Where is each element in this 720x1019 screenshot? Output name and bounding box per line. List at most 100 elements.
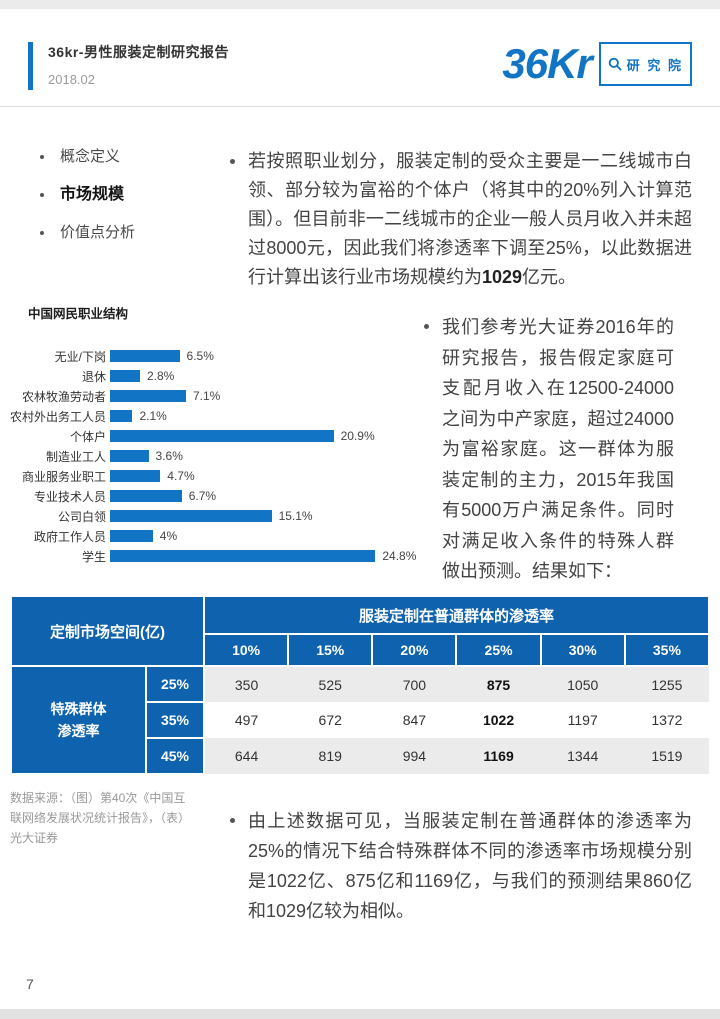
table-cell: 350 bbox=[204, 666, 289, 702]
table-cell: 1022 bbox=[456, 702, 541, 738]
table-cell: 1255 bbox=[624, 666, 709, 702]
sidebar-item-2[interactable]: 市场规模 bbox=[40, 184, 135, 205]
sidebar-item-label: 价值点分析 bbox=[60, 224, 136, 241]
table-corner-header: 定制市场空间(亿) bbox=[10, 595, 205, 667]
highlight-number: 1029 bbox=[482, 267, 523, 287]
sidebar-item-3[interactable]: 价值点分析 bbox=[40, 222, 135, 243]
chart-value-label: 4% bbox=[159, 529, 178, 543]
chart-bar bbox=[110, 510, 272, 522]
table-cell: 1197 bbox=[540, 702, 625, 738]
chart-value-label: 24.8% bbox=[382, 549, 417, 563]
chart-category-label: 农林牧渔劳动者 bbox=[21, 389, 106, 404]
chart-category-label: 政府工作人员 bbox=[33, 529, 106, 544]
paragraph-text: 我们参考光大证券2016年的研究报告，报告假定家庭可支配月收入在12500-24… bbox=[442, 317, 674, 581]
table-cell: 994 bbox=[372, 738, 457, 774]
chart-row: 农村外出务工人员 2.1% bbox=[6, 406, 418, 426]
chart-bar bbox=[110, 430, 334, 442]
header-divider bbox=[0, 106, 720, 107]
logo-badge-label: 研 究 院 bbox=[626, 57, 683, 73]
paragraph-segment: 若按照职业划分，服装定制的受众主要是一二线城市白领、部分较为富裕的个体户（将其中… bbox=[248, 151, 692, 287]
chart-row: 政府工作人员 4% bbox=[6, 526, 418, 546]
bullet-icon bbox=[230, 818, 235, 823]
paragraph-text: 若按照职业划分，服装定制的受众主要是一二线城市白领、部分较为富裕的个体户（将其中… bbox=[248, 147, 692, 292]
chart-row: 退休 2.8% bbox=[6, 366, 418, 386]
table-cell: 1169 bbox=[456, 738, 541, 774]
36kr-logo: 36Kr 研 究 院 bbox=[502, 42, 692, 86]
bullet-icon bbox=[40, 230, 44, 235]
chart-category-label: 商业服务业职工 bbox=[21, 469, 106, 484]
chart-category-label: 无业/下岗 bbox=[54, 349, 106, 364]
market-size-table: 定制市场空间(亿) 服装定制在普通群体的渗透率 10% 15% 20% 25% 30% 35%… bbox=[10, 595, 711, 775]
occupation-bar-chart: 无业/下岗 6.5% 退休 2.8% 农林牧渔劳动者 7.1% 农村外出务工人员 2.1% 个体… bbox=[6, 346, 418, 566]
chart-row: 商业服务业职工 4.7% bbox=[6, 466, 418, 486]
chart-value-label: 2.1% bbox=[139, 409, 167, 423]
chart-category-label: 学生 bbox=[81, 549, 106, 564]
paragraph-segment: 亿元。 bbox=[522, 267, 577, 287]
sidebar-nav: 概念定义市场规模价值点分析 bbox=[40, 146, 135, 260]
chart-category-label: 专业技术人员 bbox=[33, 489, 106, 504]
logo-badge: 研 究 院 bbox=[598, 42, 692, 86]
chart-category-label: 制造业工人 bbox=[45, 449, 106, 464]
top-border-strip bbox=[0, 0, 720, 9]
table-cell: 700 bbox=[372, 666, 457, 702]
chart-value-label: 2.8% bbox=[146, 369, 175, 383]
table-cell: 1344 bbox=[540, 738, 625, 774]
chart-row: 专业技术人员 6.7% bbox=[6, 486, 418, 506]
table-cell: 497 bbox=[204, 702, 289, 738]
bullet-icon bbox=[230, 159, 235, 164]
chart-bar bbox=[110, 470, 161, 482]
paragraph-reference: 我们参考光大证券2016年的研究报告，报告假定家庭可支配月收入在12500-24… bbox=[424, 312, 676, 587]
chart-value-label: 6.5% bbox=[186, 349, 214, 363]
chart-category-label: 农村外出务工人员 bbox=[9, 409, 106, 424]
table-column-header: 15% bbox=[287, 633, 374, 667]
sidebar-item-1[interactable]: 概念定义 bbox=[40, 146, 135, 167]
sidebar-item-label: 概念定义 bbox=[60, 148, 121, 165]
table-row: 45% 644 819 994 1169 1344 1519 bbox=[11, 737, 709, 775]
chart-value-label: 4.7% bbox=[167, 469, 195, 483]
bullet-icon bbox=[40, 154, 44, 159]
paragraph-text: 由上述数据可见，当服装定制在普通群体的渗透率为25%的情况下结合特殊群体不同的渗… bbox=[248, 811, 692, 921]
chart-title: 中国网民职业结构 bbox=[28, 307, 129, 321]
table-row: 特殊群体 渗透率 25% 350 525 700 875 1050 1255 bbox=[10, 665, 709, 775]
chart-row: 制造业工人 3.6% bbox=[6, 446, 418, 466]
chart-row: 农林牧渔劳动者 7.1% bbox=[6, 386, 418, 406]
chart-bar bbox=[110, 530, 153, 542]
table-column-header: 10% bbox=[202, 633, 290, 667]
chart-value-label: 6.7% bbox=[188, 489, 217, 503]
chart-bar bbox=[110, 490, 182, 502]
chart-bar bbox=[110, 550, 376, 562]
table-cell: 875 bbox=[456, 666, 541, 702]
table-row: 35% 497 672 847 1022 1197 1372 bbox=[11, 701, 709, 739]
paragraph-market-size: 若按照职业划分，服装定制的受众主要是一二线城市白领、部分较为富裕的个体户（将其中… bbox=[230, 147, 692, 292]
chart-row: 公司白领 15.1% bbox=[6, 506, 418, 526]
chart-value-label: 3.6% bbox=[155, 449, 183, 463]
chart-bar bbox=[110, 450, 149, 462]
magnifier-icon bbox=[608, 57, 622, 71]
table-cell: 1372 bbox=[624, 702, 709, 738]
table-row-header: 35% bbox=[145, 701, 205, 739]
table-cell: 525 bbox=[288, 666, 373, 702]
chart-row: 无业/下岗 6.5% bbox=[6, 346, 418, 366]
chart-category-label: 公司白领 bbox=[57, 509, 106, 524]
table-cell: 847 bbox=[372, 702, 457, 738]
report-title-block: 36kr-男性服装定制研究报告 2018.02 bbox=[28, 42, 229, 90]
chart-value-label: 15.1% bbox=[278, 509, 313, 523]
report-date: 2018.02 bbox=[48, 72, 95, 87]
table-column-header: 30% bbox=[539, 633, 626, 667]
logo-wordmark: 36Kr bbox=[502, 40, 592, 87]
paragraph-conclusion: 由上述数据可见，当服装定制在普通群体的渗透率为25%的情况下结合特殊群体不同的渗… bbox=[230, 806, 692, 926]
bullet-icon bbox=[424, 324, 429, 329]
table-cell: 1050 bbox=[540, 666, 625, 702]
data-source-note: 数据来源：（图）第40次《中国互联网络发展状况统计报告》，（表）光大证券 bbox=[10, 791, 186, 845]
report-title: 36kr-男性服装定制研究报告 bbox=[48, 44, 229, 60]
table-column-header: 20% bbox=[371, 633, 458, 667]
bottom-border-strip bbox=[0, 1009, 720, 1019]
chart-category-label: 退休 bbox=[81, 369, 106, 384]
table-row-header: 45% bbox=[145, 737, 205, 775]
chart-bar bbox=[110, 410, 133, 422]
table-row-header: 25% bbox=[145, 665, 205, 703]
bullet-icon bbox=[40, 192, 44, 197]
page-header: 36kr-男性服装定制研究报告 2018.02 36Kr 研 究 院 bbox=[28, 42, 692, 90]
table-column-group-header: 服装定制在普通群体的渗透率 bbox=[203, 595, 710, 635]
